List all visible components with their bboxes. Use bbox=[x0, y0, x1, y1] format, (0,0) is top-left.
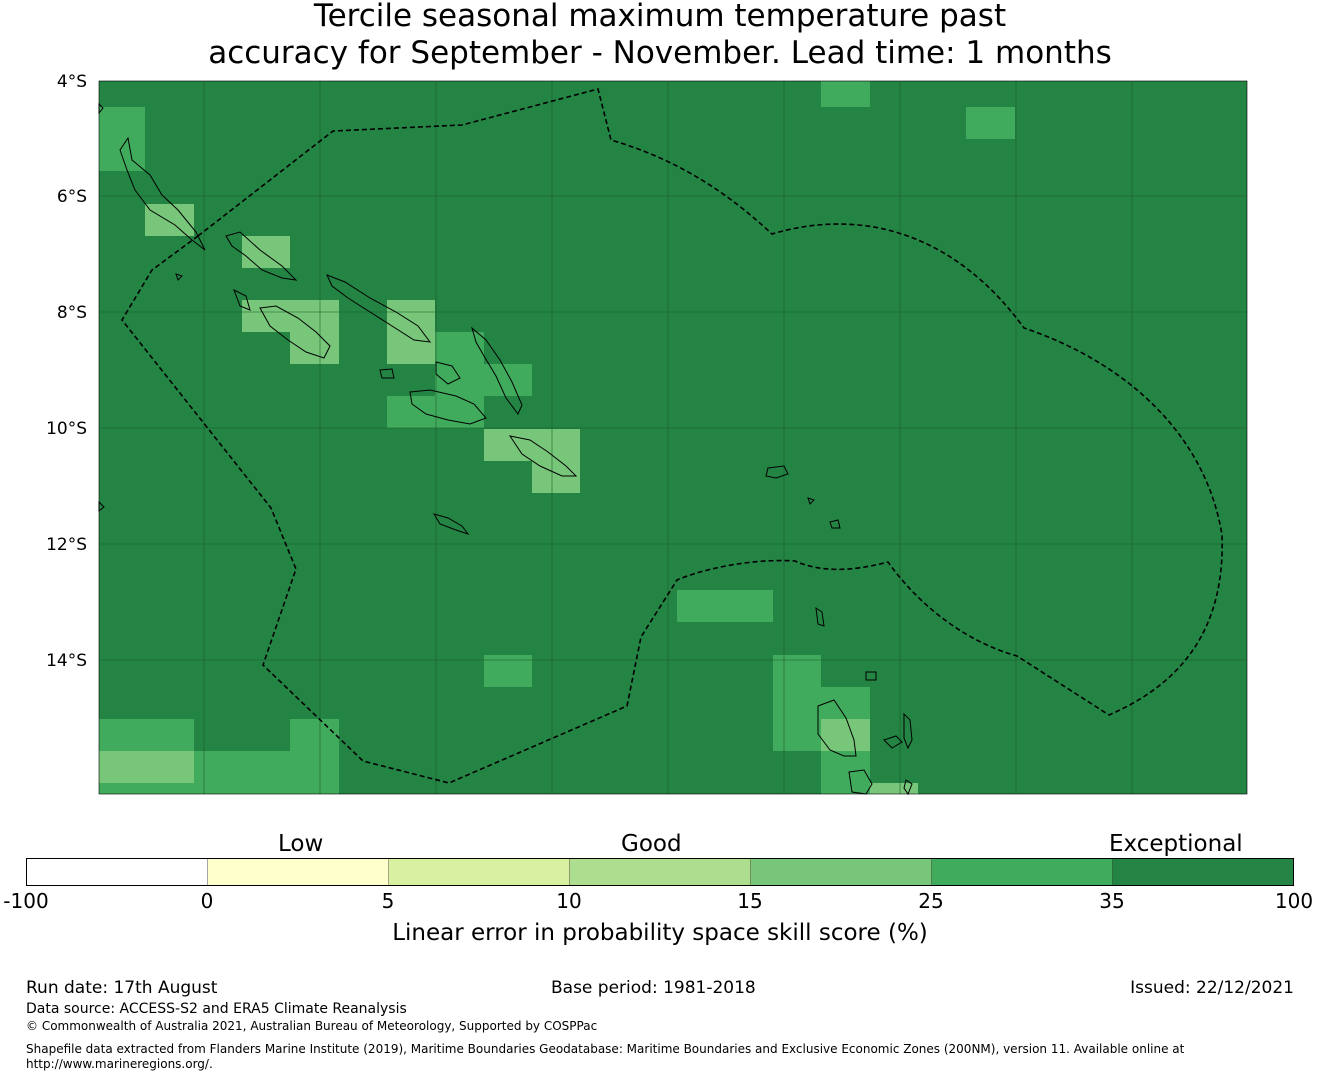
skill-cell bbox=[387, 300, 435, 364]
colorbar-segment bbox=[27, 859, 208, 885]
colorbar-segment bbox=[751, 859, 932, 885]
colorbar-tick: 100 bbox=[1274, 889, 1314, 913]
legend-exceptional-label: Exceptional bbox=[1109, 831, 1243, 857]
colorbar-tick: 25 bbox=[918, 889, 944, 913]
island-outline bbox=[815, 606, 825, 627]
latitude-label: 14°S bbox=[46, 651, 87, 671]
skill-cell bbox=[435, 332, 484, 364]
skill-cell bbox=[821, 81, 870, 107]
island-outline bbox=[829, 519, 841, 529]
island-outline bbox=[409, 389, 487, 425]
island-outline bbox=[259, 305, 331, 359]
colorbar-segment bbox=[570, 859, 751, 885]
coastlines bbox=[98, 102, 913, 796]
island-outline bbox=[175, 273, 183, 281]
island-outline bbox=[233, 288, 251, 311]
skill-cell bbox=[821, 719, 870, 751]
issued-date: Issued: 22/12/2021 bbox=[1130, 978, 1294, 998]
island-outline bbox=[817, 699, 857, 757]
map-title-line-1: Tercile seasonal maximum temperature pas… bbox=[313, 0, 1007, 34]
latitude-label: 8°S bbox=[57, 303, 87, 323]
shapefile-url: http://www.marineregions.org/. bbox=[26, 1057, 213, 1071]
colorbar-tick: 5 bbox=[381, 889, 395, 913]
island-outline bbox=[471, 326, 523, 415]
map-frame bbox=[98, 80, 1248, 795]
data-source: Data source: ACCESS-S2 and ERA5 Climate … bbox=[26, 1001, 407, 1017]
island-outline bbox=[508, 435, 578, 477]
island-outline bbox=[435, 361, 461, 385]
skill-cell bbox=[99, 751, 194, 783]
skill-cell bbox=[290, 332, 339, 364]
colorbar-tick: -100 bbox=[3, 889, 49, 913]
run-date: Run date: 17th August bbox=[26, 978, 218, 998]
legend-good-label: Good bbox=[621, 831, 682, 857]
colorbar-segment bbox=[932, 859, 1113, 885]
skill-cell bbox=[242, 300, 339, 332]
skill-cell bbox=[773, 655, 821, 751]
skill-cell bbox=[99, 107, 145, 171]
map-title-line-2: accuracy for September - November. Lead … bbox=[208, 35, 1112, 71]
island-outline bbox=[765, 465, 789, 479]
skill-cell bbox=[387, 396, 484, 428]
copyright: © Commonwealth of Australia 2021, Austra… bbox=[26, 1019, 598, 1033]
colorbar-segment bbox=[389, 859, 570, 885]
skill-cell bbox=[870, 783, 918, 794]
latitude-label: 12°S bbox=[46, 535, 87, 555]
skill-cell bbox=[821, 751, 870, 794]
colorbar-tick: 0 bbox=[200, 889, 214, 913]
skill-cell bbox=[821, 687, 870, 719]
skill-cell bbox=[290, 719, 339, 794]
island-outline bbox=[807, 497, 815, 505]
skill-cell bbox=[484, 429, 580, 461]
island-outline bbox=[883, 735, 903, 749]
colorbar-tick: 35 bbox=[1099, 889, 1125, 913]
skill-grid-cells bbox=[99, 81, 1247, 794]
latitude-label: 4°S bbox=[57, 72, 87, 92]
legend-low-label: Low bbox=[278, 831, 324, 857]
skill-cell bbox=[99, 783, 194, 794]
skill-cell bbox=[435, 364, 532, 396]
colorbar-segment bbox=[1113, 859, 1293, 885]
colorbar-title: Linear error in probability space skill … bbox=[392, 920, 928, 946]
colorbar-tick: 10 bbox=[556, 889, 582, 913]
latitude-labels: 4°S 6°S 8°S 10°S 12°S 14°S bbox=[46, 72, 87, 671]
island-outline bbox=[903, 712, 913, 750]
eez-boundary bbox=[121, 88, 1223, 784]
island-outline bbox=[848, 769, 873, 795]
skill-cell bbox=[677, 590, 773, 622]
island-outline bbox=[225, 231, 298, 281]
skill-cell bbox=[194, 751, 290, 794]
skill-score-map: 4°S6°S8°S10°S12°S14°S 156°E158°E160°E162… bbox=[46, 72, 1248, 796]
map-gridlines bbox=[99, 81, 1247, 794]
island-outline bbox=[432, 513, 470, 535]
latitude-label: 10°S bbox=[46, 419, 87, 439]
latitude-label: 6°S bbox=[57, 187, 87, 207]
skill-cell bbox=[966, 107, 1015, 139]
colorbar-segment bbox=[208, 859, 389, 885]
shapefile-credit: Shapefile data extracted from Flanders M… bbox=[26, 1042, 1185, 1056]
island-outline bbox=[865, 671, 877, 681]
skill-cell bbox=[99, 719, 194, 751]
island-outline bbox=[379, 368, 395, 379]
colorbar bbox=[26, 858, 1294, 886]
base-period: Base period: 1981-2018 bbox=[551, 978, 756, 998]
island-outline bbox=[119, 136, 206, 251]
island-outline bbox=[326, 274, 432, 343]
colorbar-tick: 15 bbox=[737, 889, 763, 913]
map-background bbox=[99, 81, 1247, 794]
